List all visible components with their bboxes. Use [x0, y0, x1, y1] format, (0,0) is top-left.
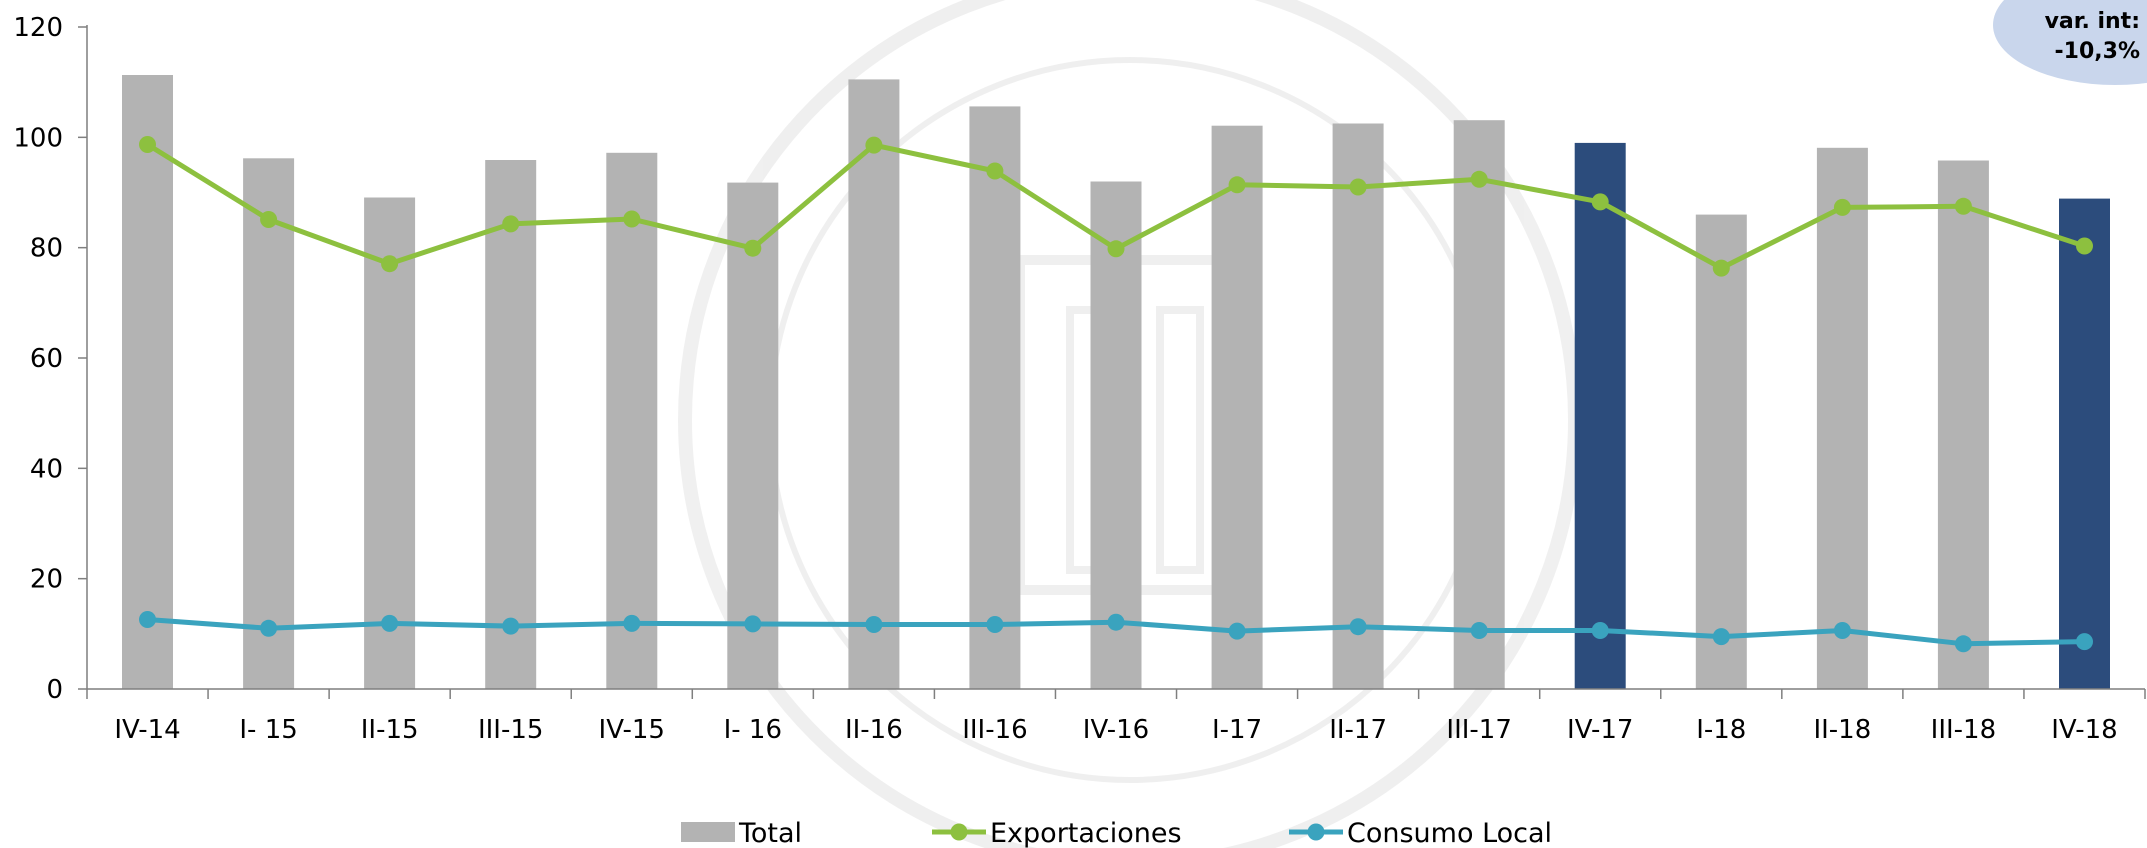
bar-total-i-16	[727, 182, 779, 689]
variation-callout: var. int: -10,3%	[1993, 0, 2147, 85]
point-consumo-local-iv-18	[2076, 633, 2093, 651]
point-consumo-local-iii-17	[1470, 622, 1488, 639]
bars-group	[122, 75, 2110, 690]
x-tick-label: III-15	[478, 715, 543, 745]
point-consumo-local-i-18	[1712, 628, 1730, 646]
point-exportaciones-iv-16	[1107, 240, 1125, 258]
bar-total-iv-18	[2059, 198, 2110, 689]
axes-group	[78, 25, 2146, 699]
legend-label-exportaciones: Exportaciones	[990, 818, 1182, 848]
point-exportaciones-iv-14	[139, 136, 156, 153]
point-exportaciones-ii-18	[1833, 198, 1851, 216]
point-exportaciones-iii-16	[986, 162, 1004, 180]
bar-total-i-18	[1695, 214, 1747, 689]
y-tick-labels: 0 20 40 60 80 100 120	[13, 13, 63, 705]
point-exportaciones-iv-18	[2076, 237, 2093, 255]
point-exportaciones-i-18	[1712, 259, 1730, 277]
x-tick-label: II-15	[361, 715, 419, 745]
legend-marker-exportaciones	[950, 823, 968, 841]
legend: Total Exportaciones Consumo Local	[681, 818, 1552, 848]
point-exportaciones-i-15	[260, 211, 278, 228]
point-consumo-local-iv-17	[1591, 622, 1609, 639]
bar-total-i-15	[243, 158, 295, 690]
x-tick-label: IV-16	[1083, 715, 1149, 745]
point-consumo-local-iii-16	[986, 616, 1004, 633]
x-tick-labels: IV-14 I- 15 II-15 III-15 IV-15 I- 16 II-16 III-…	[114, 715, 2117, 745]
point-consumo-local-i-17	[1228, 622, 1246, 640]
bar-total-iii-16	[969, 106, 1021, 689]
x-tick-label: IV-14	[114, 715, 180, 745]
callout-bubble	[1993, 0, 2147, 85]
x-tick-label: I-18	[1696, 715, 1746, 745]
bar-total-iv-14	[122, 75, 173, 689]
y-tick-label: 80	[30, 234, 63, 264]
bar-total-iv-15	[606, 152, 658, 690]
point-consumo-local-ii-16	[865, 616, 883, 633]
x-tick-label: IV-18	[2051, 715, 2117, 745]
y-tick-label: 40	[30, 454, 63, 484]
x-tick-label: II-17	[1329, 715, 1387, 745]
legend-swatch-total	[681, 822, 735, 842]
point-exportaciones-ii-16	[865, 136, 883, 154]
bar-total-ii-15	[364, 197, 416, 689]
x-tick-label: III-17	[1446, 715, 1511, 745]
point-exportaciones-ii-17	[1349, 178, 1367, 196]
bar-total-iii-15	[485, 160, 537, 689]
point-exportaciones-iv-17	[1591, 193, 1609, 211]
x-tick-label: II-18	[1813, 715, 1871, 745]
x-tick-label: II-16	[845, 715, 903, 745]
point-exportaciones-i-17	[1228, 176, 1246, 194]
y-tick-label: 120	[13, 13, 63, 43]
point-consumo-local-ii-15	[381, 614, 399, 632]
x-tick-label: III-16	[962, 715, 1027, 745]
point-exportaciones-iii-17	[1470, 170, 1488, 188]
legend-label-consumo-local: Consumo Local	[1347, 818, 1552, 848]
bar-total-iii-18	[1937, 160, 1989, 689]
point-consumo-local-ii-17	[1349, 618, 1367, 636]
y-tick-label: 20	[30, 565, 63, 595]
point-consumo-local-iii-18	[1954, 635, 1972, 653]
bar-total-i-17	[1211, 125, 1263, 689]
x-tick-label: IV-17	[1567, 715, 1633, 745]
bar-total-ii-18	[1816, 147, 1868, 690]
point-consumo-local-iii-15	[502, 617, 520, 635]
y-tick-label: 60	[30, 344, 63, 374]
point-exportaciones-iii-15	[502, 215, 520, 233]
y-tick-label: 0	[46, 675, 63, 705]
callout-line-1: var. int:	[2045, 9, 2140, 34]
bar-total-ii-17	[1332, 123, 1384, 689]
x-tick-label: I-17	[1212, 715, 1262, 745]
point-exportaciones-ii-15	[381, 255, 399, 273]
y-tick-label: 100	[13, 123, 63, 153]
point-exportaciones-iv-15	[623, 210, 641, 228]
legend-label-total: Total	[738, 818, 802, 848]
callout-line-2: -10,3%	[2055, 39, 2140, 64]
bar-total-iii-17	[1453, 120, 1505, 689]
x-tick-label: I- 16	[724, 715, 782, 745]
bar-total-iv-16	[1090, 181, 1142, 689]
point-consumo-local-iv-14	[139, 611, 156, 628]
bar-total-iv-17	[1574, 142, 1626, 689]
legend-marker-consumo-local	[1307, 823, 1325, 841]
bar-total-ii-16	[848, 79, 900, 689]
point-consumo-local-i-16	[744, 615, 762, 633]
x-tick-label: I- 15	[239, 715, 297, 745]
x-tick-label: III-18	[1931, 715, 1996, 745]
x-tick-label: IV-15	[599, 715, 665, 745]
point-exportaciones-i-16	[744, 239, 762, 257]
point-consumo-local-i-15	[260, 619, 278, 637]
point-consumo-local-ii-18	[1833, 622, 1851, 639]
lines-group	[139, 136, 2093, 653]
point-consumo-local-iv-15	[623, 614, 641, 632]
point-exportaciones-iii-18	[1954, 197, 1972, 215]
point-consumo-local-iv-16	[1107, 613, 1125, 631]
